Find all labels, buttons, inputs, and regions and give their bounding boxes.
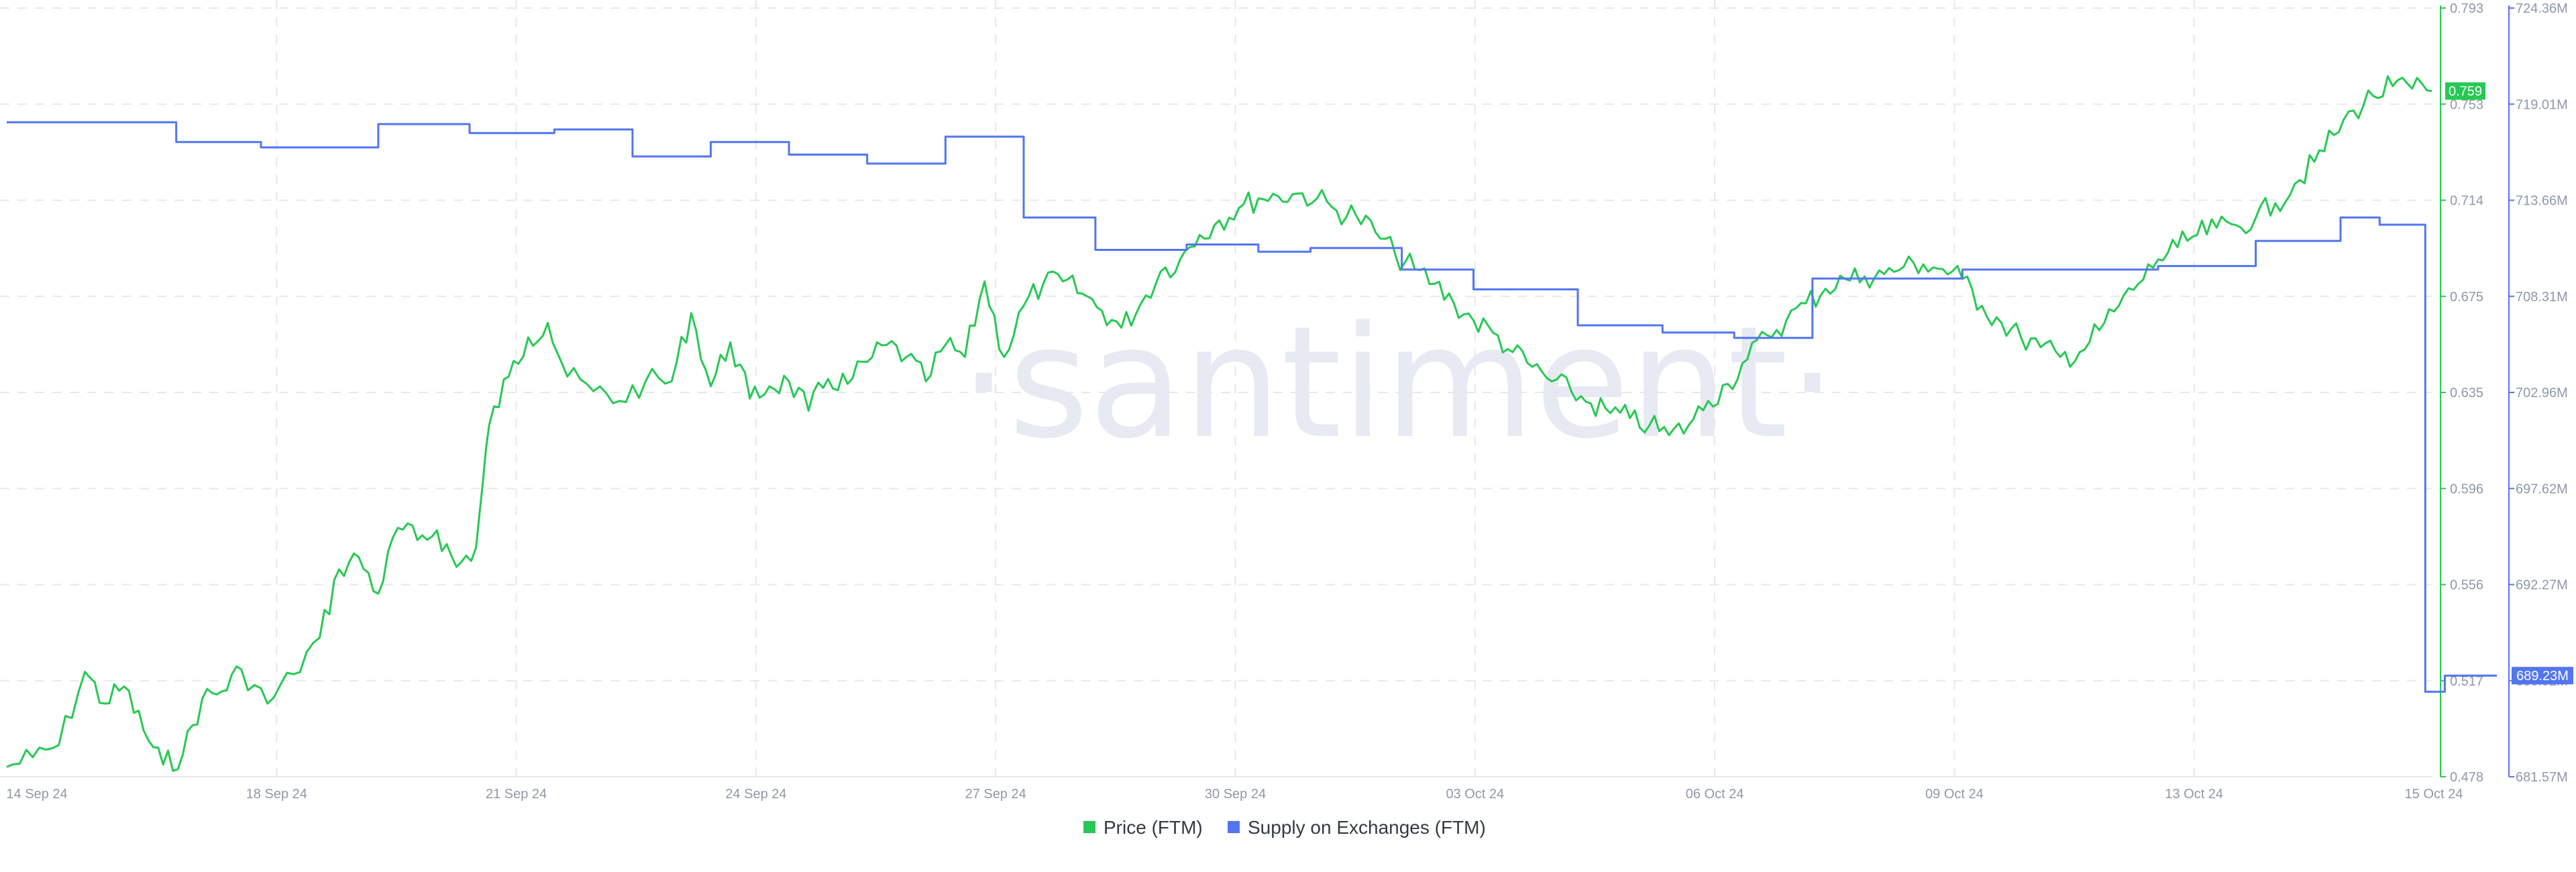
supply-axis-tick-label: 713.66M xyxy=(2516,194,2568,209)
price-axis-tick-label: 0.753 xyxy=(2450,97,2483,112)
supply-current-badge xyxy=(2512,667,2573,685)
axes: 0.793 0.753 0.714 0.675 0.635 0.596 0.556 0.517… xyxy=(0,1,2568,802)
supply-axis-tick-label: 724.36M xyxy=(2516,1,2568,16)
price-current-label: 0.759 xyxy=(2449,85,2482,99)
supply-series-line xyxy=(7,121,2498,693)
price-axis-tick-label: 0.793 xyxy=(2450,1,2483,16)
legend-label-supply: Supply on Exchanges (FTM) xyxy=(1248,817,1486,838)
supply-current-label: 689.23M xyxy=(2516,669,2569,684)
supply-axis-tick-label: 697.62M xyxy=(2516,482,2568,496)
x-axis-tick-label: 30 Sep 24 xyxy=(1205,787,1266,802)
x-axis-tick-label: 21 Sep 24 xyxy=(486,787,547,802)
supply-axis-tick-label: 681.57M xyxy=(2516,770,2568,785)
x-axis-tick-label: 06 Oct 24 xyxy=(1686,787,1744,802)
supply-axis-tick-label: 719.01M xyxy=(2516,97,2568,112)
x-axis-tick-label: 15 Oct 24 xyxy=(2405,787,2463,802)
x-axis-tick-label: 03 Oct 24 xyxy=(1446,787,1504,802)
price-axis-tick-label: 0.714 xyxy=(2450,194,2483,209)
price-axis-tick-label: 0.517 xyxy=(2450,674,2483,689)
legend: Price (FTM) Supply on Exchanges (FTM) xyxy=(1083,817,1486,838)
price-axis-tick-label: 0.478 xyxy=(2450,770,2483,785)
supply-axis-tick-label: 702.96M xyxy=(2516,386,2568,400)
x-axis-tick-label: 27 Sep 24 xyxy=(965,787,1026,802)
series-lines xyxy=(6,75,2498,772)
price-axis-tick-label: 0.556 xyxy=(2450,578,2483,593)
legend-label-price: Price (FTM) xyxy=(1104,817,1203,838)
price-axis-tick-label: 0.635 xyxy=(2450,386,2483,400)
legend-swatch-supply xyxy=(1228,821,1240,833)
x-axis-tick-label: 13 Oct 24 xyxy=(2165,787,2223,802)
supply-axis-tick-label: 692.27M xyxy=(2516,578,2568,593)
current-value-badges: 0.759 689.23M xyxy=(2445,82,2573,685)
supply-axis-tick-label: 708.31M xyxy=(2516,290,2568,305)
price-current-badge xyxy=(2445,82,2485,100)
x-axis-tick-label: 18 Sep 24 xyxy=(246,787,307,802)
legend-swatch-price xyxy=(1083,821,1095,833)
price-axis-tick-label: 0.675 xyxy=(2450,290,2483,305)
x-axis-tick-label: 09 Oct 24 xyxy=(1925,787,1984,802)
x-axis-tick-label: 14 Sep 24 xyxy=(6,787,67,802)
x-axis-tick-label: 24 Sep 24 xyxy=(725,787,786,802)
price-series-line xyxy=(6,75,2432,772)
santiment-watermark: ·santiment· xyxy=(959,294,1837,473)
price-axis-tick-label: 0.596 xyxy=(2450,482,2483,496)
